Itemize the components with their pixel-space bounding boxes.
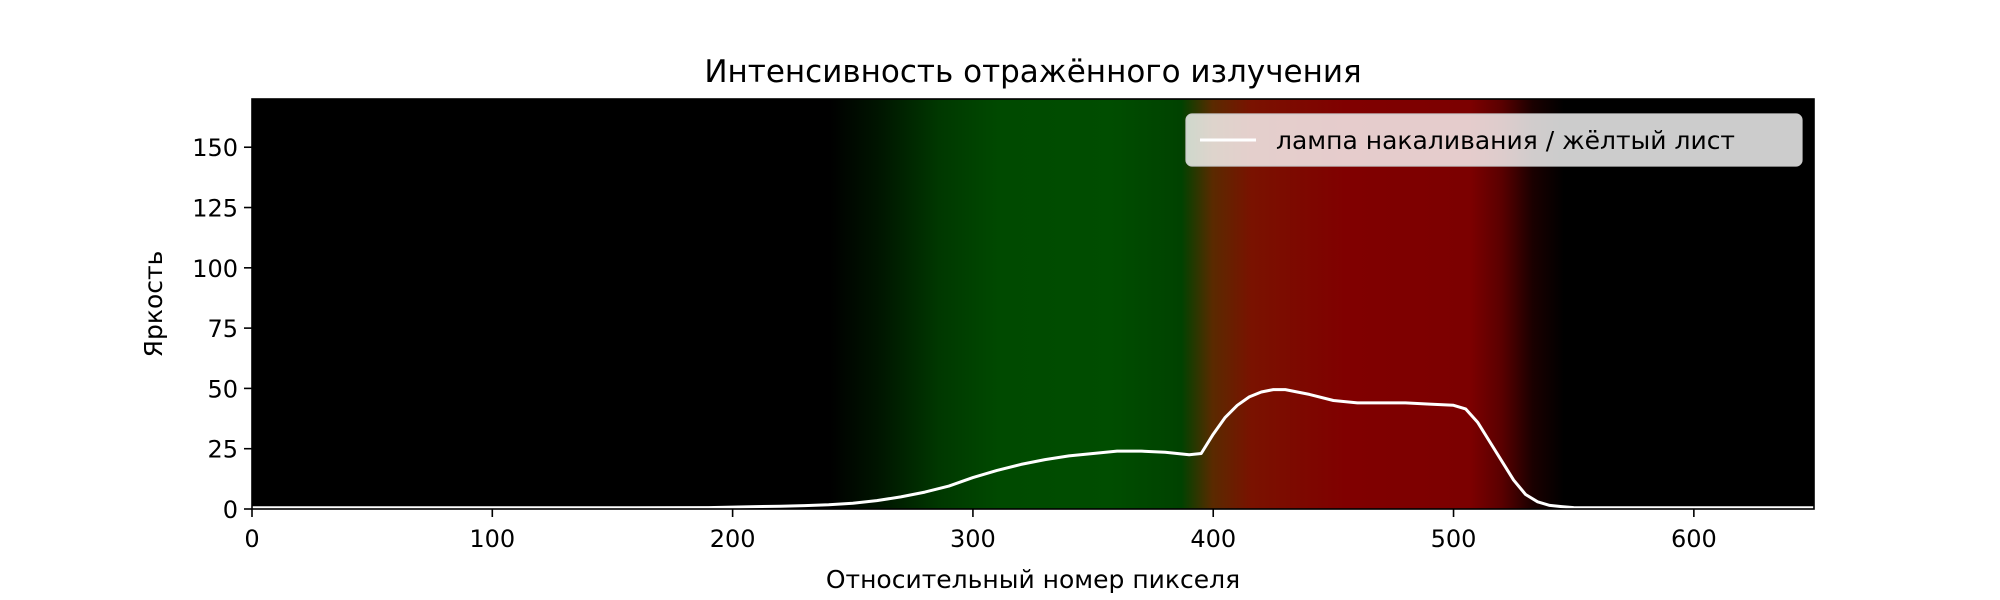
- y-tick-label: 50: [207, 375, 238, 403]
- chart-title: Интенсивность отражённого излучения: [704, 54, 1361, 90]
- plot-frame: [251, 98, 1815, 510]
- x-tick-label: 500: [1431, 525, 1477, 553]
- series-layer: [252, 388, 1814, 510]
- legend: лампа накаливания / жёлтый лист: [1185, 113, 1803, 167]
- y-tick-label: 100: [192, 255, 238, 283]
- spectrum-background: [252, 99, 1814, 509]
- series-line: [252, 388, 1814, 510]
- y-tick-label: 75: [207, 315, 238, 343]
- plot-area: [251, 98, 1815, 510]
- y-axis-title: Яркость: [139, 251, 168, 358]
- y-axis: 0 25 50 75 100 125 150: [192, 134, 252, 524]
- x-tick-label: 200: [710, 525, 756, 553]
- y-tick-label: 0: [223, 496, 238, 524]
- x-tick-label: 100: [469, 525, 515, 553]
- y-tick-label: 150: [192, 134, 238, 162]
- legend-label: лампа накаливания / жёлтый лист: [1276, 126, 1735, 155]
- y-tick-label: 125: [192, 195, 238, 223]
- x-tick-label: 300: [950, 525, 996, 553]
- x-tick-label: 600: [1671, 525, 1717, 553]
- x-axis-title: Относительный номер пикселя: [826, 565, 1240, 594]
- x-axis: 0 100 200 300 400 500 600: [244, 509, 1717, 553]
- x-tick-label: 0: [244, 525, 259, 553]
- x-tick-label: 400: [1190, 525, 1236, 553]
- legend-box: [1185, 113, 1803, 167]
- y-tick-label: 25: [207, 436, 238, 464]
